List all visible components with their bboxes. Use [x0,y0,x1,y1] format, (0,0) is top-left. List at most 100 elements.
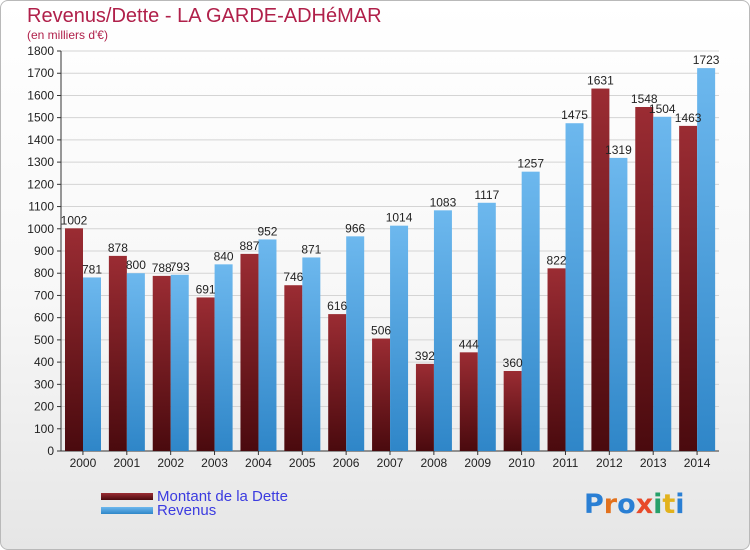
y-tick-label: 1300 [27,155,54,169]
logo-letter: t [662,489,676,520]
x-tick-label: 2011 [553,456,579,470]
data-label-revenus: 793 [170,260,190,274]
bar-dette [372,338,391,451]
data-label-revenus: 1723 [693,53,720,67]
data-label-revenus: 781 [82,262,102,276]
bar-revenus [697,68,716,451]
data-label-dette: 1548 [631,92,658,106]
x-tick-label: 2002 [157,456,184,470]
y-tick-label: 1100 [28,200,54,214]
bar-dette [152,275,171,451]
x-axis: 2000 2001 2002 2003 2004 2005 2006 2007 2008 2009… [70,451,711,470]
bar-revenus [83,277,101,451]
y-axis: 0 100 200 300 400 500 600 700 800 900 1000 1100 1200… [27,44,719,458]
chart-subtitle: (en milliers d'€) [27,28,108,42]
data-label-revenus: 1083 [430,195,457,209]
x-tick-label: 2014 [684,456,711,470]
legend-swatch-dette [101,492,153,500]
bar-dette [679,125,698,451]
x-tick-label: 2000 [70,456,97,470]
bar-dette [65,228,83,451]
data-label-dette: 444 [459,337,479,351]
data-label-dette: 691 [196,282,216,296]
bar-revenus [477,202,496,451]
bar-dette [284,285,303,451]
y-tick-label: 800 [34,266,54,280]
logo-letter: P [584,489,604,520]
x-tick-label: 2007 [377,456,404,470]
y-tick-label: 200 [34,400,54,414]
y-tick-label: 1800 [27,44,54,58]
bar-revenus [390,225,409,451]
data-label-revenus: 1319 [605,143,632,157]
bar-dette [240,253,259,451]
data-label-revenus: 800 [126,258,146,272]
x-tick-label: 2006 [333,456,360,470]
data-label-dette: 746 [283,270,303,284]
data-label-dette: 360 [503,356,523,370]
y-tick-label: 700 [34,288,54,302]
bar-revenus [346,236,365,451]
x-tick-label: 2008 [421,456,448,470]
bar-dette [108,255,127,451]
x-tick-label: 2009 [464,456,491,470]
data-label-dette: 822 [547,253,567,267]
bar-dette [547,268,566,451]
bar-dette [635,107,654,451]
bar-revenus [521,171,540,451]
bar-revenus [126,273,145,451]
y-tick-label: 0 [47,444,54,458]
legend-swatch-revenus [101,506,153,514]
bar-dette [196,297,215,451]
legend-item-revenus: Revenus [101,501,217,519]
chart-title: Revenus/Dette - LA GARDE-ADHéMAR [27,5,382,27]
y-tick-label: 300 [34,377,54,391]
y-tick-label: 1700 [27,66,54,80]
data-label-revenus: 1014 [386,211,413,225]
data-label-dette: 887 [239,239,259,253]
data-label-dette: 392 [415,349,435,363]
legend-label-revenus: Revenus [157,501,217,519]
x-tick-label: 2013 [640,456,667,470]
legend-item-dette: Montant de la Dette [101,487,288,505]
data-label-revenus: 966 [345,221,365,235]
bar-revenus [653,116,672,452]
x-tick-label: 2005 [289,456,316,470]
data-label-revenus: 1257 [517,157,544,171]
x-tick-label: 2012 [596,456,623,470]
bar-revenus [170,274,189,451]
y-tick-label: 1600 [27,88,54,102]
legend-label-dette: Montant de la Dette [157,487,288,505]
bar-dette [503,371,522,451]
x-tick-label: 2001 [113,456,140,470]
y-tick-label: 400 [34,355,54,369]
y-tick-label: 100 [34,422,54,436]
data-label-dette: 878 [108,241,128,255]
bar-revenus [302,257,321,451]
logo-letter: o [617,489,636,520]
data-label-revenus: 952 [257,224,277,238]
data-label-dette: 1631 [587,74,614,88]
bar-revenus [258,239,277,451]
bar-revenus [609,157,628,451]
logo-letter: x [635,489,654,520]
data-label-revenus: 1475 [561,108,588,122]
y-tick-label: 1200 [27,177,54,191]
bar-dette [591,88,610,452]
bar-dette [328,314,347,451]
y-tick-label: 1000 [27,222,54,236]
bar-revenus [214,264,233,451]
data-label-revenus: 871 [301,242,321,256]
y-tick-label: 900 [34,244,54,258]
proxiti-logo: Proxiti [584,489,685,520]
data-label-dette: 788 [152,261,172,275]
bar-dette [415,363,434,451]
x-tick-label: 2010 [508,456,535,470]
data-label-revenus: 1117 [474,188,499,202]
x-tick-label: 2003 [201,456,228,470]
logo-letter: r [603,489,618,520]
data-label-revenus: 1504 [649,102,676,116]
bars [65,68,716,452]
